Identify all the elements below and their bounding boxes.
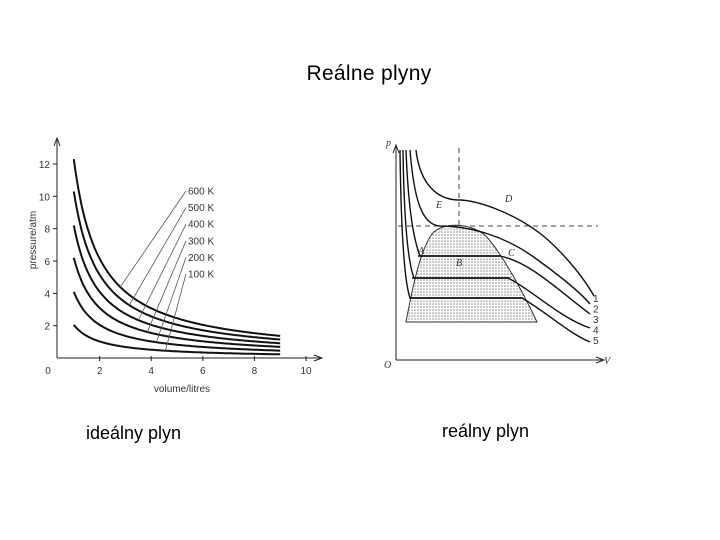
y-tick-label: 4: [44, 289, 50, 300]
isotherm-label-2: 2: [593, 305, 599, 316]
real-isotherms: [399, 149, 595, 343]
point-label-c: C: [508, 248, 515, 259]
ideal-axes: 0 2 4 6 8 10 2 4 6 8 10 12 volume/litres pressure/atm: [28, 136, 324, 395]
caption-ideal-gas: ideálny plyn: [86, 423, 182, 443]
x-tick-label: 6: [200, 366, 206, 377]
y-axis-arrow: [53, 136, 61, 147]
isotherm-2: [409, 149, 591, 305]
isotherm-300k: [72, 257, 281, 348]
legend-leader: [128, 207, 187, 306]
point-label-a: A: [417, 246, 425, 257]
slide-title: Reálne plyny: [306, 62, 432, 85]
legend-leader: [155, 257, 187, 343]
isotherm-label-4: 4: [593, 326, 599, 337]
p-axis-arrow: [392, 143, 400, 154]
isotherm-label-1: 1: [593, 294, 599, 305]
legend-leader: [137, 224, 187, 321]
x-tick-label: 10: [300, 366, 312, 377]
y-axis-label: pressure/atm: [28, 211, 39, 269]
caption-real-gas: reálny plyn: [442, 421, 530, 441]
x-axis-label: volume/litres: [154, 384, 210, 395]
y-tick-label: 10: [39, 192, 51, 203]
legend-label-200k: 200 K: [188, 253, 214, 264]
legend-label-400k: 400 K: [188, 220, 214, 231]
legend-leader: [165, 273, 187, 351]
v-axis-arrow: [595, 356, 606, 364]
isotherm-1: [415, 149, 595, 297]
y-tick-label: 2: [44, 322, 50, 333]
legend-leader: [119, 190, 187, 288]
point-label-e: E: [435, 200, 442, 211]
p-axis-label: p: [385, 138, 391, 149]
y-tick-label: 8: [44, 225, 50, 236]
y-tick-label: 12: [39, 160, 51, 171]
y-tick-label: 6: [44, 257, 50, 268]
point-label-b: B: [456, 258, 462, 269]
x-tick-label: 8: [252, 366, 258, 377]
isotherm-100k: [73, 324, 281, 356]
isotherm-600k: [72, 158, 281, 337]
real-axes: [392, 143, 606, 364]
legend-label-300k: 300 K: [188, 236, 214, 247]
isotherm-500k: [72, 191, 281, 341]
x-tick-label: 2: [97, 366, 103, 377]
isotherm-label-5: 5: [593, 336, 599, 347]
origin-label: O: [384, 360, 391, 371]
legend-label-100k: 100 K: [188, 270, 214, 281]
legend-leader: [146, 240, 187, 333]
point-label-d: D: [504, 194, 513, 205]
isotherm-200k: [72, 291, 281, 352]
ideal-curves: [72, 158, 281, 356]
x-tick-label: 4: [148, 366, 154, 377]
coexistence-dome: [405, 224, 538, 323]
x-tick-label: 0: [45, 366, 51, 377]
legend-label-600k: 600 K: [188, 187, 214, 198]
isotherm-label-3: 3: [593, 315, 599, 326]
v-axis-label: V: [604, 356, 612, 367]
two-phase-region: [405, 224, 538, 323]
x-axis-arrow: [313, 354, 324, 362]
legend-label-500k: 500 K: [188, 203, 214, 214]
isotherm-400k: [72, 225, 281, 345]
ideal-legend: 600 K 500 K 400 K 300 K 200 K 100 K: [119, 187, 214, 351]
